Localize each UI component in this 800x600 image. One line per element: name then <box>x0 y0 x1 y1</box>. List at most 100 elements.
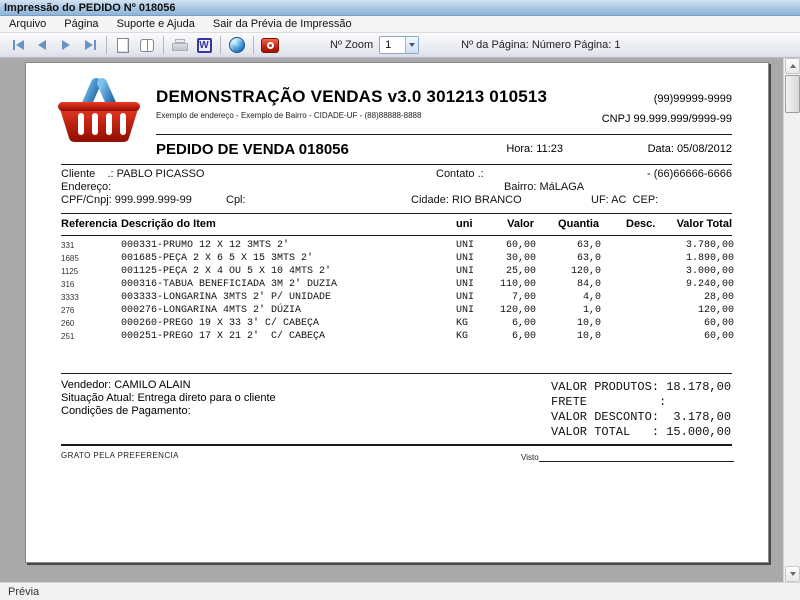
cell-valor: 30,00 <box>505 253 536 264</box>
cell-uni: UNI <box>456 253 475 264</box>
company-phone: (99)99999-9999 <box>653 93 732 105</box>
cell-quantia: 1,0 <box>582 305 601 316</box>
thanks-message: GRATO PELA PREFERENCIA <box>61 451 179 460</box>
power-icon <box>261 37 279 53</box>
cell-valor-total: 28,00 <box>703 292 734 303</box>
arrow-down-icon <box>789 572 796 576</box>
column-header-desc: Desc. <box>626 218 656 230</box>
cell-valor: 110,00 <box>499 279 536 290</box>
cidade: Cidade: RIO BRANCO <box>411 194 522 206</box>
company-cnpj: CNPJ 99.999.999/9999-99 <box>601 113 732 125</box>
customer-name: Cliente .: PABLO PICASSO <box>61 168 205 180</box>
cpf-cnpj: CPF/Cnpj: 999.999.999-99 <box>61 194 192 206</box>
cell-valor-total: 3.000,00 <box>685 266 734 277</box>
export-web-button[interactable] <box>225 35 249 55</box>
bairro: Bairro: MáLAGA <box>504 181 585 193</box>
cell-quantia: 10,0 <box>576 331 601 342</box>
cell-referencia: 1685 <box>61 254 79 263</box>
visto-label: Visto <box>521 453 539 462</box>
basket-logo <box>58 78 140 142</box>
previous-page-button[interactable] <box>30 35 54 55</box>
cell-quantia: 84,0 <box>576 279 601 290</box>
totals-block: VALOR PRODUTOS: 18.178,00 FRETE : VALOR DE… <box>551 380 731 440</box>
menu-item[interactable]: Página <box>64 18 99 30</box>
previous-page-icon <box>38 40 46 50</box>
cell-uni: UNI <box>456 305 475 316</box>
vertical-scrollbar[interactable] <box>783 58 800 582</box>
cell-quantia: 63,0 <box>576 240 601 251</box>
cell-valor: 25,00 <box>505 266 536 277</box>
total-line: FRETE : <box>551 395 667 409</box>
divider <box>61 444 732 446</box>
endereco-label: Endereço: <box>61 181 112 193</box>
zoom-label: Nº Zoom <box>330 39 374 51</box>
zoom-value: 1 <box>385 39 392 51</box>
titlebar[interactable]: Impressão do PEDIDO Nº 018056 <box>0 0 800 16</box>
divider <box>61 235 732 236</box>
table-row: 1125 001125-PEÇA 2 X 4 OU 5 X 10 4MTS 2'… <box>26 266 770 279</box>
order-title: PEDIDO DE VENDA 018056 <box>156 141 349 158</box>
total-line: VALOR DESCONTO: 3.178,00 <box>551 410 732 424</box>
scroll-up-button[interactable] <box>785 58 800 74</box>
order-date: Data: 05/08/2012 <box>647 143 732 155</box>
divider <box>156 134 732 135</box>
two-page-view-button[interactable] <box>135 35 159 55</box>
zoom-dropdown-button[interactable] <box>405 37 419 53</box>
table-row: 331 000331-PRUMO 12 X 12 3MTS 2' UNI 60,… <box>26 240 770 253</box>
arrow-up-icon <box>789 64 796 68</box>
cell-descricao: 001125-PEÇA 2 X 4 OU 5 X 10 4MTS 2' <box>121 266 332 277</box>
table-row: 1685 001685-PEÇA 2 X 6 5 X 15 3MTS 2' UN… <box>26 253 770 266</box>
cell-valor-total: 1.890,00 <box>685 253 734 264</box>
zoom-select[interactable]: 1 <box>379 36 420 54</box>
column-header-valor-total: Valor Total <box>676 218 732 230</box>
condicoes-pagamento: Condições de Pagamento: <box>61 405 191 417</box>
cell-valor: 6,00 <box>511 331 536 342</box>
column-header-descricao: Descrição do Item <box>121 218 216 230</box>
menu-item[interactable]: Suporte e Ajuda <box>116 18 195 30</box>
single-page-view-button[interactable] <box>111 35 135 55</box>
cell-valor: 120,00 <box>499 305 536 316</box>
cell-valor: 6,00 <box>511 318 536 329</box>
divider <box>61 373 732 374</box>
total-line: VALOR TOTAL : 15.000,00 <box>551 425 732 439</box>
contato-label: Contato .: <box>436 168 484 180</box>
single-page-icon <box>117 37 129 53</box>
first-page-icon <box>12 40 15 50</box>
last-page-icon <box>84 40 93 50</box>
column-header-quantia: Quantia <box>558 218 599 230</box>
menu-item[interactable]: Sair da Prévia de Impressão <box>212 18 352 30</box>
globe-icon <box>229 37 245 53</box>
word-icon: W <box>196 37 212 53</box>
cell-uni: UNI <box>456 292 475 303</box>
print-button[interactable] <box>168 35 192 55</box>
cell-uni: UNI <box>456 279 475 290</box>
document-page: DEMONSTRAÇÃO VENDAS v3.0 301213 010513 E… <box>25 62 769 563</box>
close-preview-button[interactable] <box>258 35 282 55</box>
export-word-button[interactable]: W <box>192 35 216 55</box>
contato-phone: - (66)66666-6666 <box>646 168 732 180</box>
cell-valor-total: 60,00 <box>703 331 734 342</box>
cell-referencia: 1125 <box>61 267 79 276</box>
cell-uni: UNI <box>456 266 475 277</box>
order-time: Hora: 11:23 <box>506 143 563 155</box>
cell-referencia: 3333 <box>61 293 79 302</box>
cpl-label: Cpl: <box>226 194 246 206</box>
toolbar-separator <box>220 36 221 54</box>
cell-referencia: 260 <box>61 319 75 328</box>
cell-descricao: 000251-PREGO 17 X 21 2' C/ CABEÇA <box>121 331 326 342</box>
cell-descricao: 000331-PRUMO 12 X 12 3MTS 2' <box>121 240 290 251</box>
toolbar-separator <box>106 36 107 54</box>
vendedor: Vendedor: CAMILO ALAIN <box>61 379 191 391</box>
menubar: Arquivo Página Suporte e Ajuda Sair da Prév… <box>0 16 800 33</box>
next-page-button[interactable] <box>54 35 78 55</box>
cell-quantia: 63,0 <box>576 253 601 264</box>
scrollbar-thumb[interactable] <box>785 75 800 113</box>
first-page-button[interactable] <box>6 35 30 55</box>
company-name: DEMONSTRAÇÃO VENDAS v3.0 301213 010513 <box>156 87 548 106</box>
toolbar-separator <box>253 36 254 54</box>
scroll-down-button[interactable] <box>785 566 800 582</box>
printer-icon <box>172 39 188 51</box>
menu-item[interactable]: Arquivo <box>9 18 47 30</box>
last-page-button[interactable] <box>78 35 102 55</box>
